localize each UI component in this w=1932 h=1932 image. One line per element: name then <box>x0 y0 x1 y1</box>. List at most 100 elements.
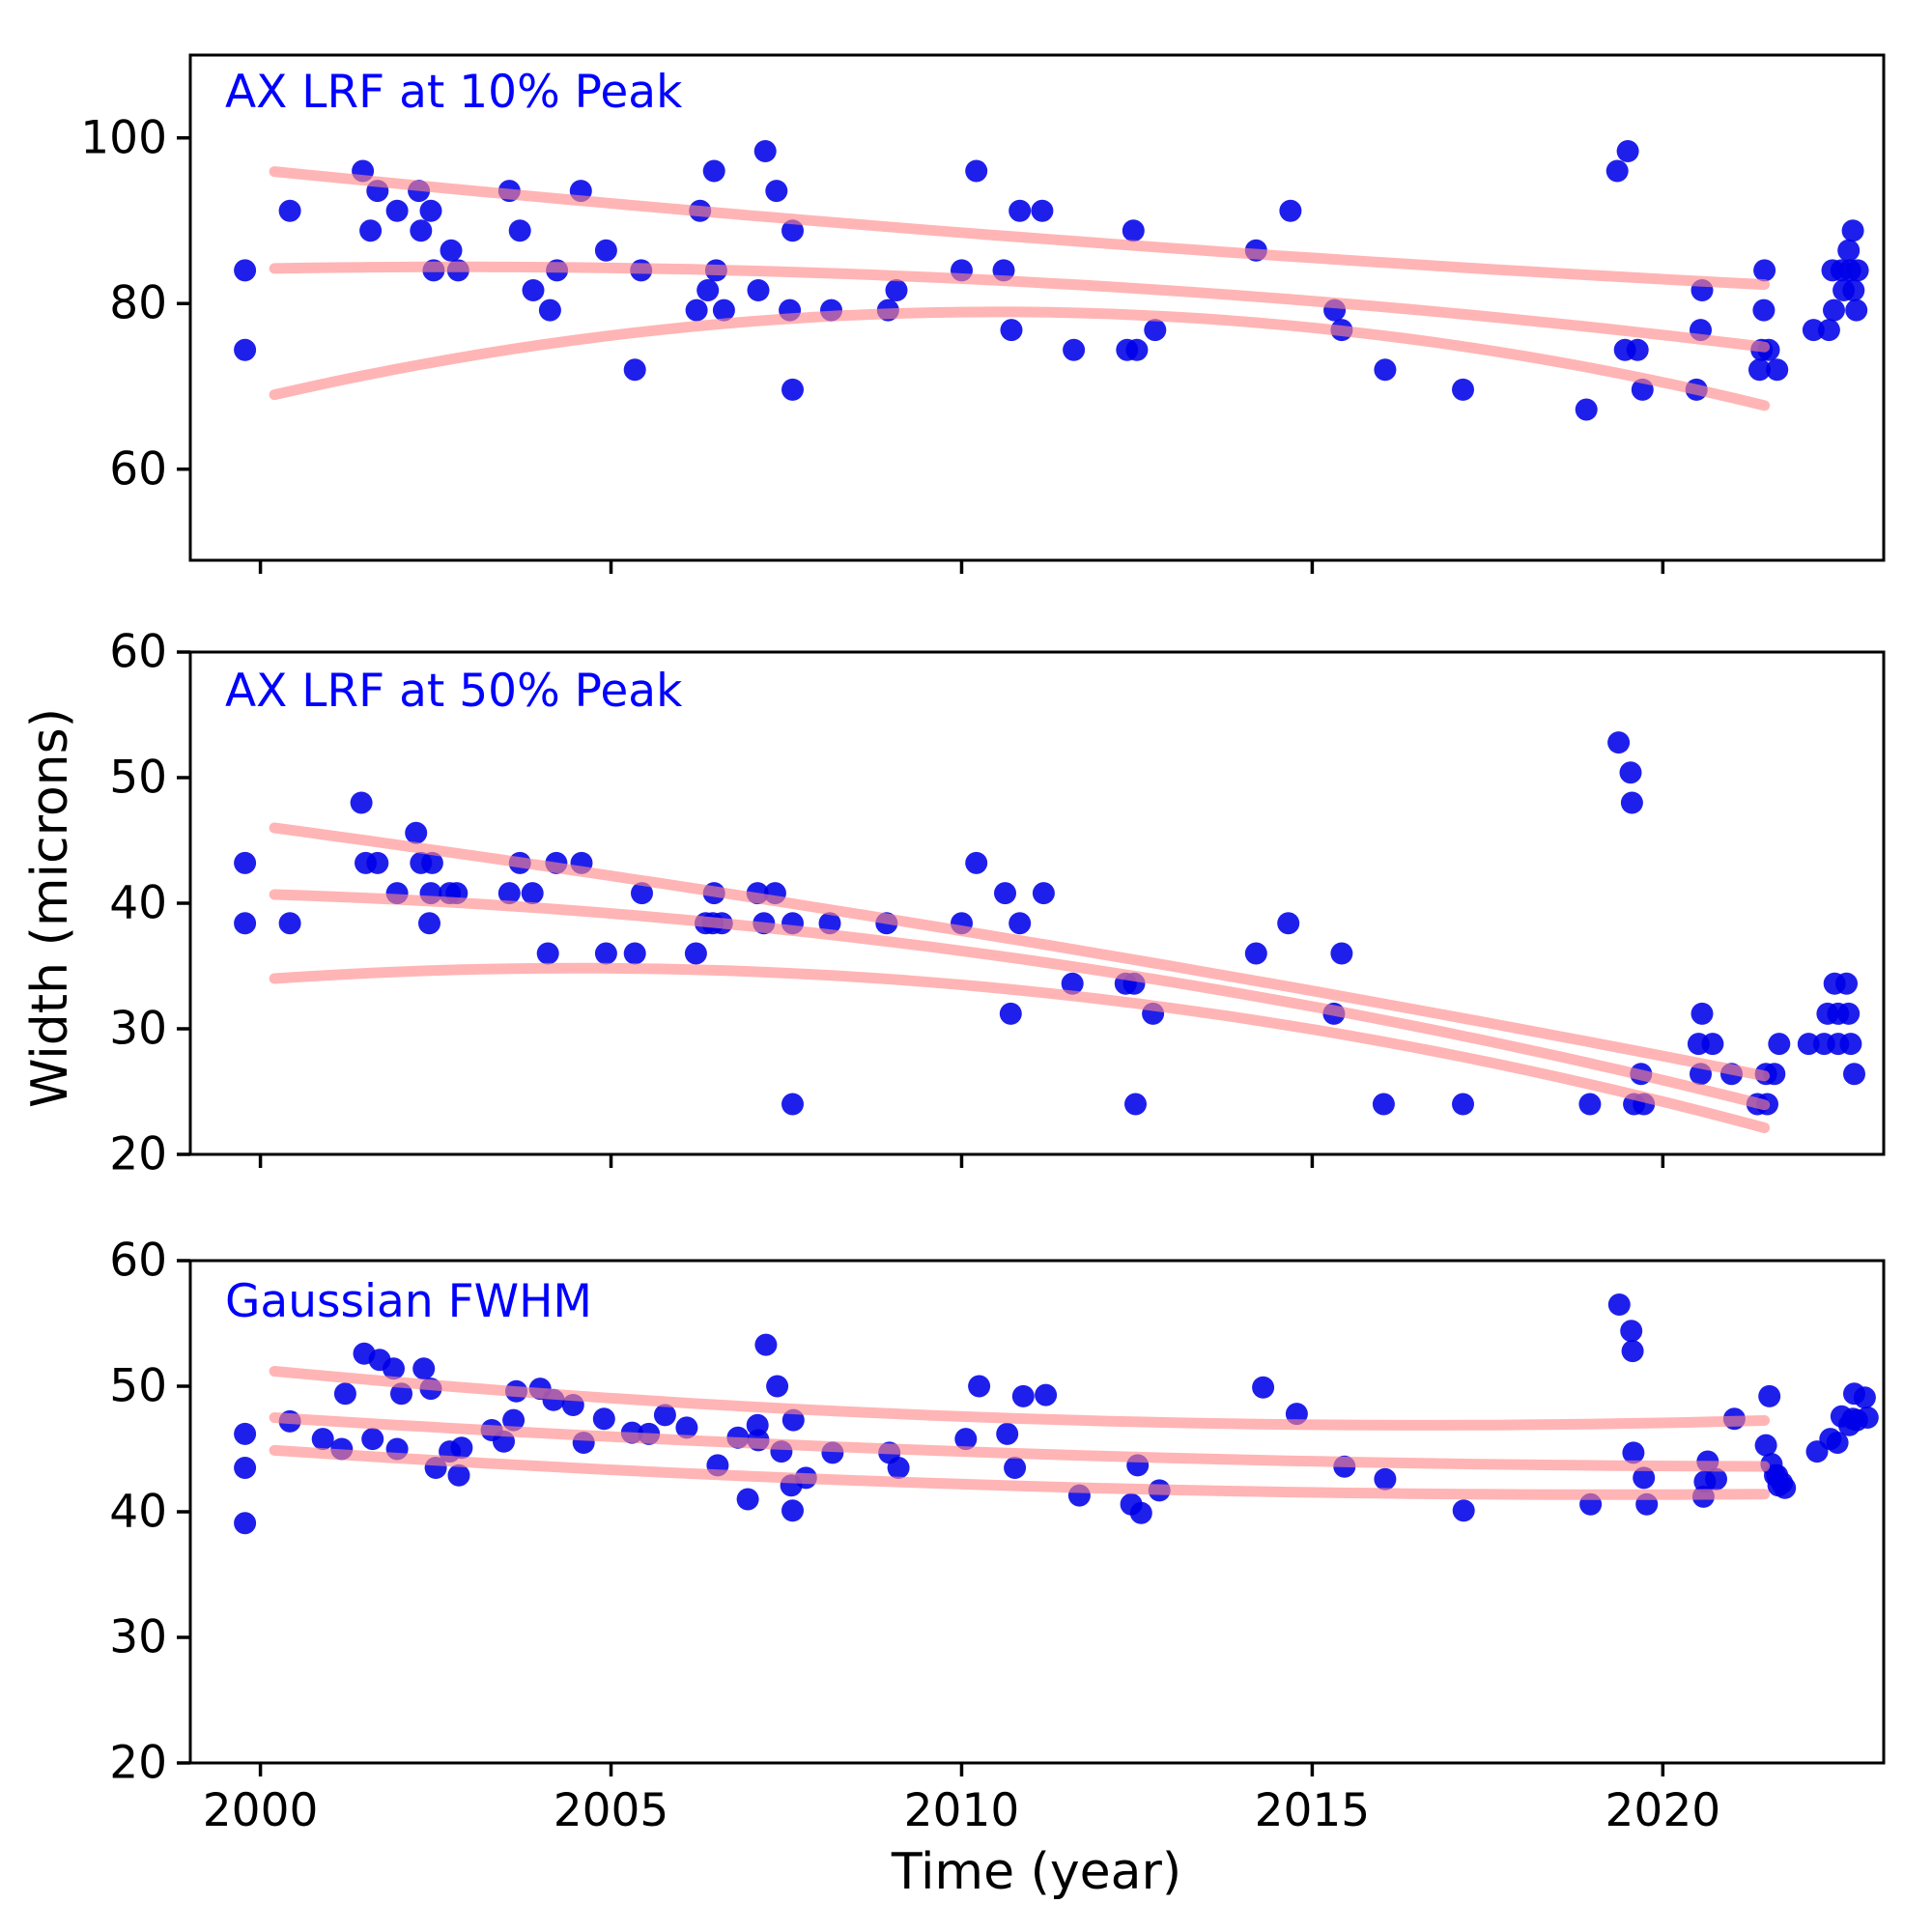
data-point <box>1061 972 1084 995</box>
data-point <box>1575 398 1598 421</box>
y-tick-label: 30 <box>109 1002 167 1056</box>
y-tick-label: 60 <box>109 1234 167 1288</box>
fit-curve-upper-confidence <box>269 1366 1771 1431</box>
data-point <box>1837 1002 1861 1025</box>
data-point <box>702 159 725 183</box>
data-point <box>653 1404 676 1427</box>
data-point <box>311 1428 334 1451</box>
data-point <box>1797 1033 1820 1056</box>
axes-frame <box>188 53 1886 562</box>
data-point <box>1841 219 1864 242</box>
data-point <box>361 1428 384 1451</box>
y-axis-label: Width (microns) <box>21 708 79 1108</box>
y-tick-label: 60 <box>109 625 167 679</box>
data-point <box>412 1357 436 1380</box>
data-point <box>1330 942 1353 965</box>
data-point <box>538 298 561 322</box>
data-point <box>1124 1093 1147 1116</box>
data-point <box>1626 338 1649 361</box>
data-point <box>405 821 428 844</box>
data-point <box>968 1375 991 1398</box>
data-point <box>965 159 988 183</box>
y-tick-label: 20 <box>109 1736 167 1790</box>
y-tick-label: 20 <box>109 1127 167 1181</box>
data-point <box>234 1422 257 1445</box>
data-point <box>1009 199 1032 222</box>
y-tick-label: 100 <box>80 111 167 165</box>
data-point <box>1374 1467 1397 1491</box>
data-point <box>1826 1432 1849 1454</box>
data-point <box>685 298 708 322</box>
data-point <box>1766 358 1789 382</box>
data-point <box>1605 159 1629 183</box>
data-point <box>623 942 646 965</box>
data-point <box>1607 731 1631 754</box>
data-point <box>766 1375 789 1398</box>
data-point <box>536 942 559 965</box>
data-point <box>350 791 373 814</box>
data-point <box>419 199 442 222</box>
x-tick-label: 2015 <box>1254 1784 1371 1837</box>
data-point <box>1129 1501 1152 1524</box>
y-tick-label: 30 <box>109 1610 167 1664</box>
data-point <box>1763 1063 1786 1086</box>
data-point <box>594 239 617 262</box>
data-point <box>754 1333 778 1356</box>
data-point <box>333 1382 356 1406</box>
data-point <box>1620 791 1643 814</box>
panel-0 <box>177 53 1886 574</box>
data-point <box>696 279 720 301</box>
data-point <box>1144 319 1167 342</box>
data-point <box>420 851 443 874</box>
panel-title-ax-lrf-10: AX LRF at 10% Peak <box>225 66 683 119</box>
data-point <box>278 912 301 935</box>
data-point <box>418 912 440 935</box>
fit-curve-upper-confidence <box>269 166 1771 291</box>
y-tick-label: 50 <box>109 751 167 805</box>
panel-title-ax-lrf-50: AX LRF at 50% Peak <box>225 665 683 718</box>
data-point <box>385 199 409 222</box>
data-point <box>1244 942 1267 965</box>
data-point <box>1578 1093 1602 1116</box>
data-point <box>1063 338 1086 361</box>
data-point <box>631 882 653 905</box>
fit-curve-lower-confidence <box>269 306 1771 412</box>
panel-1 <box>177 650 1886 1168</box>
data-point <box>954 1428 978 1451</box>
data-point <box>1122 219 1145 242</box>
data-point <box>887 1457 910 1479</box>
data-point <box>1843 1063 1865 1086</box>
data-point <box>1690 1002 1714 1025</box>
data-point <box>736 1488 759 1511</box>
data-point <box>1701 1033 1724 1056</box>
data-point <box>1619 761 1642 784</box>
data-point <box>278 199 301 222</box>
data-point <box>234 1457 257 1479</box>
data-point <box>1839 1033 1862 1056</box>
data-point <box>1842 279 1865 301</box>
data-point <box>1853 1386 1876 1409</box>
data-point <box>1837 239 1861 262</box>
data-point <box>1000 319 1023 342</box>
data-point <box>712 298 735 322</box>
data-point <box>1622 1441 1645 1464</box>
data-point <box>675 1416 698 1439</box>
data-point <box>1452 1499 1475 1522</box>
data-point <box>450 1436 473 1460</box>
data-point <box>1748 358 1771 382</box>
data-point <box>1705 1467 1727 1491</box>
x-tick-label: 2010 <box>903 1784 1020 1837</box>
data-point <box>234 259 257 282</box>
data-point <box>1856 1406 1879 1429</box>
data-point <box>592 1407 615 1431</box>
data-point <box>1032 882 1055 905</box>
data-point <box>594 942 617 965</box>
data-point <box>781 1093 804 1116</box>
data-point <box>684 942 707 965</box>
data-point <box>753 140 777 162</box>
data-point <box>1846 259 1869 282</box>
y-tick-label: 50 <box>109 1359 167 1413</box>
data-point <box>440 239 463 262</box>
data-point <box>781 219 804 242</box>
